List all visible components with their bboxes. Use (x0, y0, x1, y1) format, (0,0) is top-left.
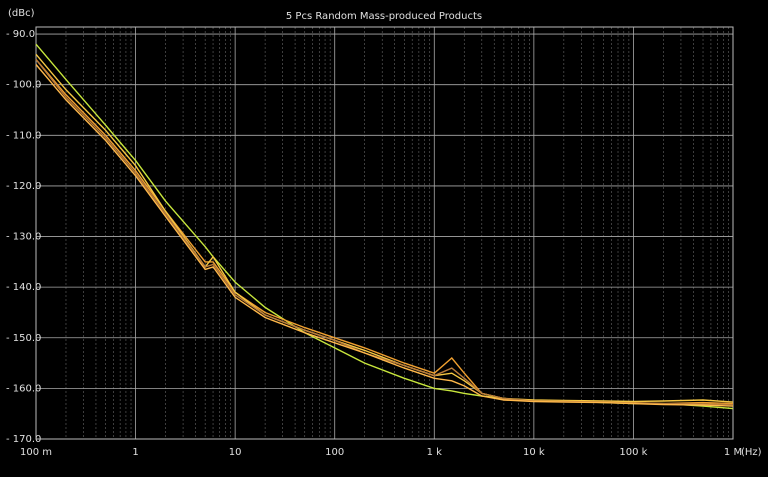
y-tick-label: - 100.0 (6, 80, 41, 91)
chart-title: 5 Pcs Random Mass-produced Products (286, 11, 482, 22)
series-line (35, 64, 734, 407)
x-tick-label: 1 k (427, 447, 443, 458)
y-tick-label: - 170.0 (6, 434, 41, 445)
y-axis-label: (dBc) (8, 8, 35, 19)
x-tick-label: 10 (229, 447, 242, 458)
y-tick-label: - 110.0 (6, 130, 41, 141)
x-tick-label: 1 M (724, 447, 742, 458)
y-tick-label: - 160.0 (6, 383, 41, 394)
x-tick-label: 100 k (619, 447, 647, 458)
y-tick-label: - 150.0 (6, 333, 41, 344)
y-tick-label: - 140.0 (6, 282, 41, 293)
plot-frame (35, 26, 734, 440)
x-tick-label: 100 (325, 447, 344, 458)
x-tick-label: 10 k (523, 447, 545, 458)
x-tick-label: 1 (132, 447, 138, 458)
y-tick-label: - 90.0 (6, 29, 35, 40)
x-tick-label: 100 m (20, 447, 52, 458)
x-axis-label: (Hz) (741, 447, 762, 458)
y-tick-label: - 120.0 (6, 181, 41, 192)
y-tick-label: - 130.0 (6, 232, 41, 243)
